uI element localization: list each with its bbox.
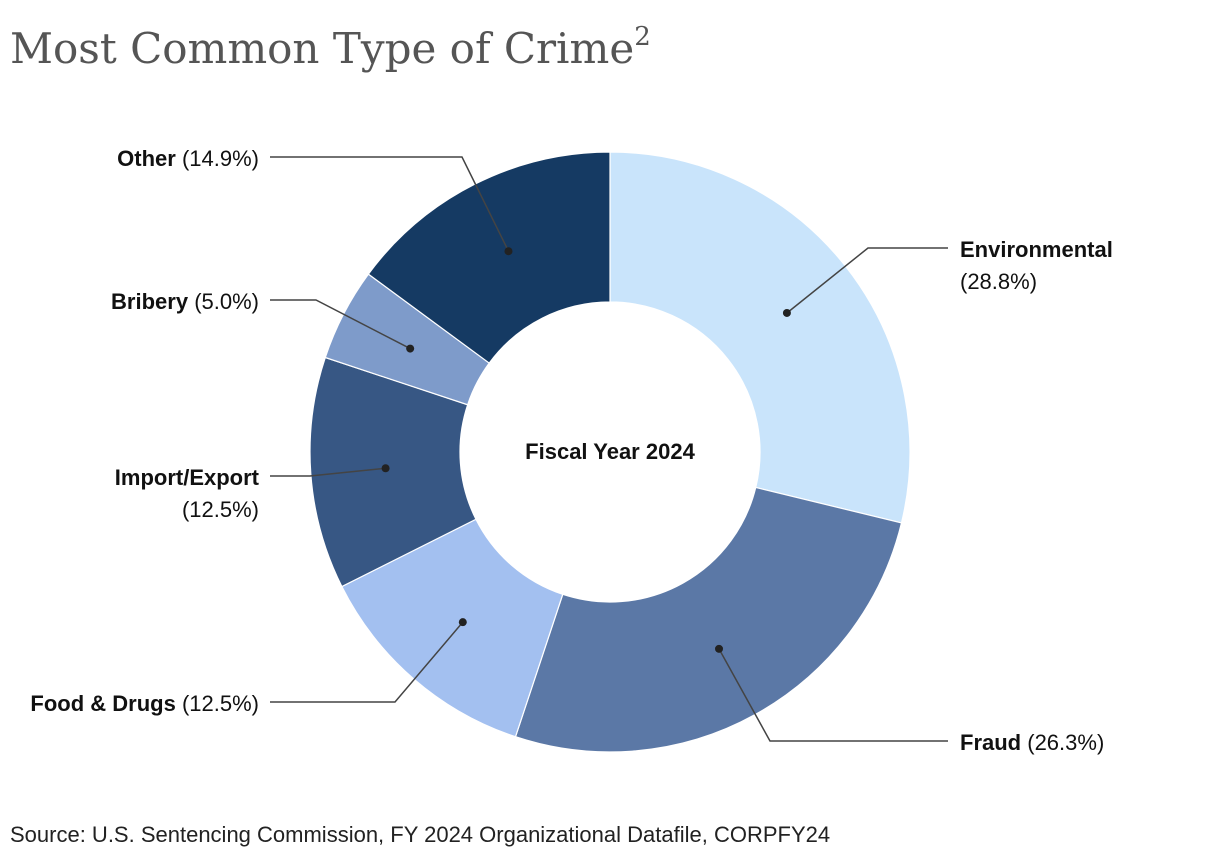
label-other: Other (14.9%) (117, 146, 259, 171)
leader-line-environmental (786, 247, 948, 314)
label-category: Fraud (960, 730, 1021, 755)
leader-line-fraud (718, 648, 948, 742)
label-value: (14.9%) (176, 146, 259, 171)
leader-line-import-export (270, 467, 386, 477)
label-bribery: Bribery (5.0%) (111, 289, 259, 314)
label-value: (12.5%) (176, 691, 259, 716)
label-category: Environmental (960, 237, 1113, 262)
leader-dot-food-drugs (458, 618, 467, 627)
leader-dot-environmental (782, 308, 791, 317)
leader-dot-import-export (381, 464, 390, 473)
label-value: (26.3%) (1021, 730, 1104, 755)
label-value: (28.8%) (960, 269, 1037, 294)
label-fraud: Fraud (26.3%) (960, 730, 1104, 755)
center-label: Fiscal Year 2024 (525, 439, 695, 464)
leader-line-food-drugs (270, 621, 464, 703)
label-category: Food & Drugs (30, 691, 175, 716)
source-note: Source: U.S. Sentencing Commission, FY 2… (10, 822, 831, 847)
leader-line-other (270, 156, 510, 252)
slice-import-export (309, 356, 477, 588)
leader-dot-other (504, 247, 513, 256)
label-environmental: Environmental (28.8%) (960, 237, 1113, 294)
slice-food-drugs (341, 518, 564, 738)
label-value: (12.5%) (182, 497, 259, 522)
leader-dot-bribery (406, 344, 415, 353)
slice-other (367, 151, 611, 364)
leader-dot-fraud (715, 644, 724, 653)
title-footnote-marker: 2 (634, 22, 651, 52)
slice-fraud (514, 486, 903, 753)
label-food-drugs: Food & Drugs (12.5%) (30, 691, 259, 716)
chart-title: Most Common Type of Crime2 (10, 22, 651, 73)
slice-environmental (609, 151, 911, 524)
leader-line-bribery (270, 299, 411, 350)
label-category: Other (117, 146, 176, 171)
label-value: (5.0%) (188, 289, 259, 314)
label-import-export: Import/Export (12.5%) (115, 465, 260, 522)
label-category: Bribery (111, 289, 189, 314)
label-category: Import/Export (115, 465, 260, 490)
